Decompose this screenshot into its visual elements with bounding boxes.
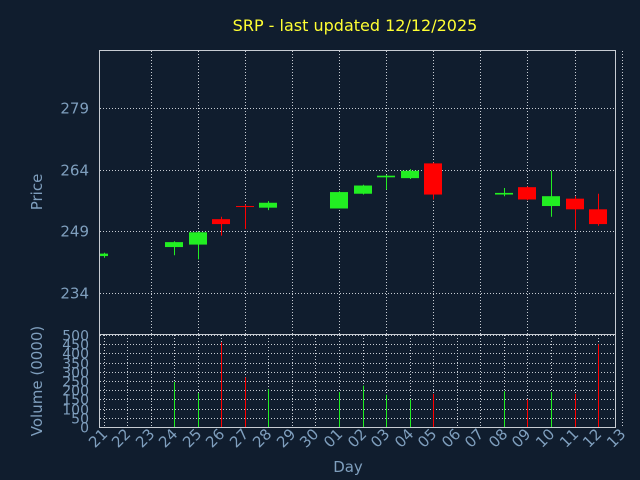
candle-body <box>330 192 348 209</box>
price-tick-labels: 234 249 264 279 <box>60 100 89 303</box>
candle-body <box>212 219 230 225</box>
volume-axis-label: Volume (0000) <box>28 326 46 436</box>
volume-tick-label: 0 <box>80 421 89 437</box>
volume-panel-frame <box>99 334 616 428</box>
x-tick-label: 12 <box>579 425 605 451</box>
x-tick-label: 05 <box>414 425 440 451</box>
candle-body <box>518 187 536 200</box>
x-tick-label: 28 <box>249 425 275 451</box>
volume-tick-label: 450 <box>62 338 89 354</box>
candle-body <box>566 198 584 210</box>
x-tick-label: 22 <box>108 425 134 451</box>
volume-tick-label: 50 <box>71 412 89 428</box>
price-axis-label: Price <box>28 174 46 211</box>
volume-tick-label: 200 <box>62 384 89 400</box>
candle-body <box>236 206 254 208</box>
volume-tick-label: 250 <box>62 375 89 391</box>
volume-tick-label: 400 <box>62 347 89 363</box>
x-tick-label: 07 <box>461 425 487 451</box>
candle-body <box>377 175 395 178</box>
candle-body <box>189 232 207 245</box>
x-tick-label: 10 <box>532 425 558 451</box>
x-tick-label: 03 <box>367 425 393 451</box>
x-tick-label: 30 <box>296 425 322 451</box>
volume-grid <box>100 335 623 428</box>
x-tick-label: 26 <box>202 425 228 451</box>
volume-tick-label: 350 <box>62 357 89 373</box>
x-axis-label: Day <box>333 458 363 476</box>
volume-tick-label: 100 <box>62 403 89 419</box>
candle-body <box>165 242 183 248</box>
candles <box>100 162 607 260</box>
candle-body <box>401 170 419 179</box>
candle-body <box>495 192 513 195</box>
price-tick-label: 249 <box>60 223 89 241</box>
x-tick-label: 01 <box>320 425 346 451</box>
x-tick-label: 24 <box>155 425 181 451</box>
price-tick-label: 264 <box>60 162 89 180</box>
volume-tick-label: 150 <box>62 393 89 409</box>
price-tick-label: 279 <box>60 100 89 118</box>
volume-tick-label: 500 <box>62 329 89 345</box>
candle-body <box>424 163 442 195</box>
candle-body <box>100 253 108 257</box>
x-tick-label: 13 <box>603 425 629 451</box>
candle-body <box>354 185 372 194</box>
price-tick-label: 234 <box>60 285 89 303</box>
volume-tick-label: 300 <box>62 366 89 382</box>
candle-body <box>589 209 607 225</box>
volume-bars <box>174 342 599 427</box>
x-tick-label: 09 <box>508 425 534 451</box>
candle-body <box>542 196 560 207</box>
chart-title: SRP - last updated 12/12/2025 <box>233 16 478 35</box>
x-tick-labels: 2122232425262728293001020304050607080910… <box>85 425 629 451</box>
candle-body <box>259 202 277 208</box>
